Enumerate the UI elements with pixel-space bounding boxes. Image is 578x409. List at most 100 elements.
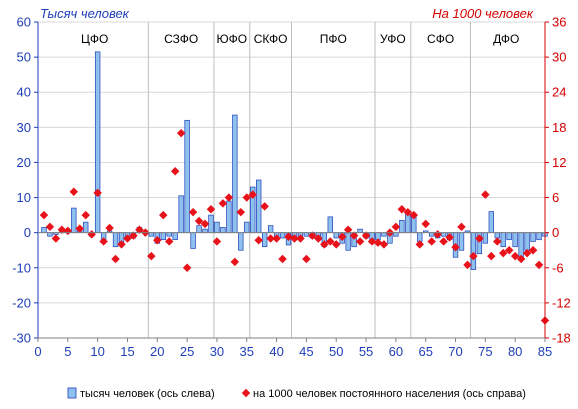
bar-79: [506, 232, 512, 241]
point-39: [266, 234, 275, 243]
bar-30: [214, 221, 220, 234]
bar-81: [518, 232, 524, 258]
bars-series: [41, 51, 548, 270]
point-34: [236, 207, 246, 217]
x-tick-label-16: 80: [508, 344, 522, 359]
point-48: [320, 240, 329, 249]
point-55: [361, 231, 371, 240]
bar-84: [536, 232, 542, 241]
bar-83: [530, 232, 536, 242]
point-40: [272, 234, 281, 243]
point-23: [170, 166, 180, 176]
region-label-4: ПФО: [320, 32, 347, 46]
left-tick-label-5: 10: [17, 190, 31, 205]
bar-38: [261, 232, 268, 248]
bar-50: [333, 232, 339, 239]
right-axis-ticks: 36 30 24 18 12 6 0 -6 -12 -18: [545, 15, 571, 346]
point-44: [296, 234, 305, 243]
point-41: [278, 254, 287, 264]
point-35: [242, 193, 252, 202]
region-labels: ЦФО СЗФО ЮФО СКФО ПФО УФО СФО ДФО: [81, 32, 519, 46]
point-47: [314, 234, 323, 243]
point-19: [147, 251, 156, 261]
bar-68: [440, 232, 447, 237]
right-tick-label-1: 30: [552, 50, 566, 65]
point-84: [534, 260, 544, 270]
bar-35: [244, 221, 250, 234]
bar-19: [148, 232, 155, 237]
right-tick-label-2: 24: [552, 85, 566, 100]
point-2: [45, 222, 55, 232]
point-63: [409, 210, 419, 220]
point-3: [51, 234, 61, 243]
bar-54: [357, 228, 363, 234]
point-24: [176, 128, 186, 138]
bar-41: [279, 232, 286, 239]
bar-23: [172, 232, 178, 241]
legend-bar-swatch: [67, 387, 77, 399]
point-9: [87, 230, 96, 239]
x-tick-label-14: 70: [448, 344, 462, 359]
point-58: [379, 240, 389, 249]
x-tick-label-13: 65: [418, 344, 432, 359]
point-51: [337, 232, 347, 242]
point-25: [182, 263, 192, 273]
bar-26: [190, 232, 196, 249]
bar-22: [166, 232, 172, 237]
point-46: [308, 231, 317, 240]
point-61: [397, 205, 407, 214]
right-tick-label-5: 6: [552, 190, 559, 205]
bar-82: [524, 232, 530, 251]
point-31: [218, 199, 228, 208]
point-8: [81, 210, 90, 220]
point-28: [200, 219, 210, 229]
bar-71: [458, 232, 465, 251]
region-label-5: УФО: [380, 32, 406, 46]
point-68: [439, 237, 448, 246]
bar-24: [178, 195, 184, 234]
point-81: [516, 254, 526, 264]
right-tick-label-6: 0: [552, 225, 559, 240]
point-50: [331, 240, 341, 249]
point-53: [349, 231, 359, 240]
x-tick-label-10: 50: [329, 344, 343, 359]
point-7: [75, 224, 84, 233]
right-tick-label-3: 18: [552, 120, 566, 135]
bar-27: [196, 225, 202, 234]
bar-6: [71, 207, 77, 234]
right-tick-label-8: -12: [552, 295, 571, 310]
point-17: [135, 225, 144, 234]
right-tick-label-0: 36: [552, 15, 566, 30]
bar-1: [41, 227, 47, 234]
point-33: [230, 257, 240, 267]
bar-33: [232, 114, 238, 234]
bar-49: [327, 216, 333, 234]
point-22: [164, 237, 174, 246]
legend-bar-label: тысяч человек (ось слева): [80, 388, 215, 400]
point-43: [290, 234, 299, 243]
x-tick-label-5: 25: [180, 344, 194, 359]
left-axis-ticks: 60 50 40 30 20 10 0 -10 -20 -30: [12, 15, 38, 346]
left-tick-label-8: -20: [12, 295, 31, 310]
point-20: [153, 236, 162, 245]
x-tick-label-9: 45: [299, 344, 313, 359]
point-13: [111, 254, 120, 264]
point-77: [493, 237, 502, 246]
bar-73: [470, 232, 477, 270]
point-5: [63, 226, 73, 236]
region-label-7: ДФО: [493, 32, 519, 46]
point-64: [415, 240, 424, 249]
bar-34: [238, 232, 244, 251]
point-37: [254, 236, 263, 245]
point-70: [451, 243, 460, 252]
bar-80: [512, 232, 518, 248]
point-56: [367, 237, 377, 246]
point-29: [206, 205, 216, 214]
right-tick-label-9: -18: [552, 331, 571, 346]
point-52: [343, 225, 353, 234]
left-tick-label-9: -30: [12, 331, 31, 346]
x-tick-label-2: 10: [90, 344, 104, 359]
point-15: [123, 234, 132, 243]
bar-28: [202, 228, 208, 234]
point-60: [391, 222, 401, 232]
